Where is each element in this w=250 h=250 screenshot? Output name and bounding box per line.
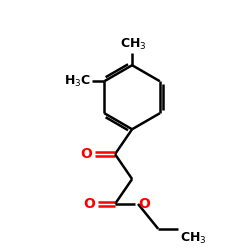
Text: O: O bbox=[138, 197, 150, 211]
Text: O: O bbox=[83, 197, 95, 211]
Text: CH$_3$: CH$_3$ bbox=[120, 36, 146, 52]
Text: H$_3$C: H$_3$C bbox=[64, 74, 91, 89]
Text: CH$_3$: CH$_3$ bbox=[180, 231, 207, 246]
Text: O: O bbox=[80, 147, 92, 161]
